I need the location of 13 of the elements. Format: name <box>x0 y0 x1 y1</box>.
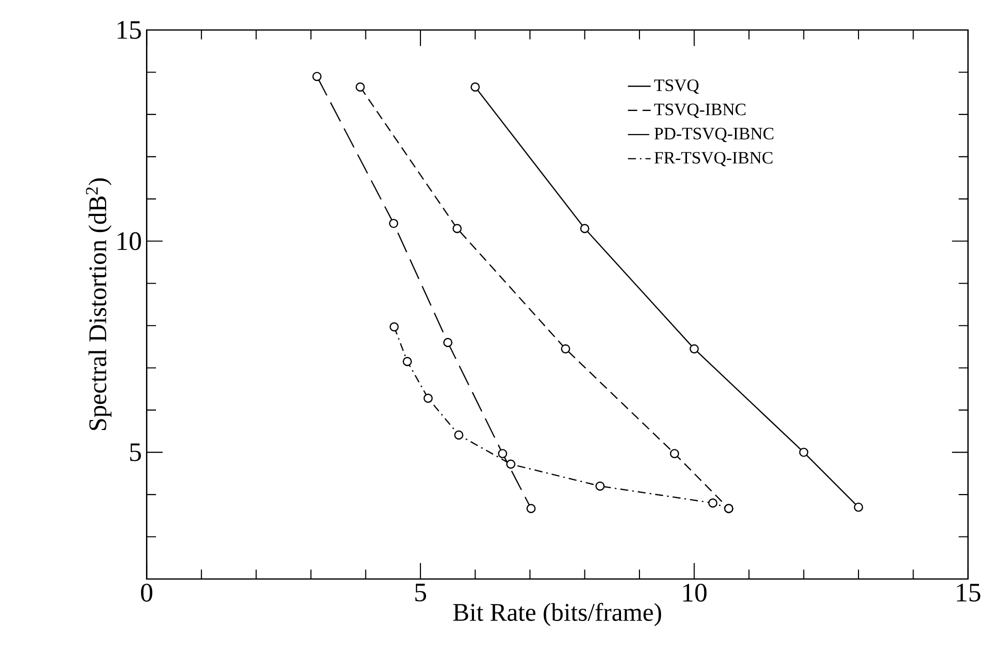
x-axis-title: Bit Rate (bits/frame) <box>453 602 662 626</box>
x-tick-label: 15 <box>957 584 980 602</box>
legend-label: PD-TSVQ-IBNC <box>654 128 774 142</box>
legend-label: TSVQ-IBNC <box>654 104 746 118</box>
x-tick-label: 0 <box>141 584 152 602</box>
y-tick-label: 10 <box>118 232 141 250</box>
legend-label: TSVQ <box>654 80 699 94</box>
y-axis-title: Spectral Distortion (dB$^{2}$) <box>86 178 112 430</box>
legend-label: FR-TSVQ-IBNC <box>654 152 772 166</box>
y-tick-label: 5 <box>130 443 141 462</box>
y-tick-label: 15 <box>118 21 141 39</box>
x-tick-label: 10 <box>683 584 707 602</box>
x-tick-label: 5 <box>415 584 426 602</box>
